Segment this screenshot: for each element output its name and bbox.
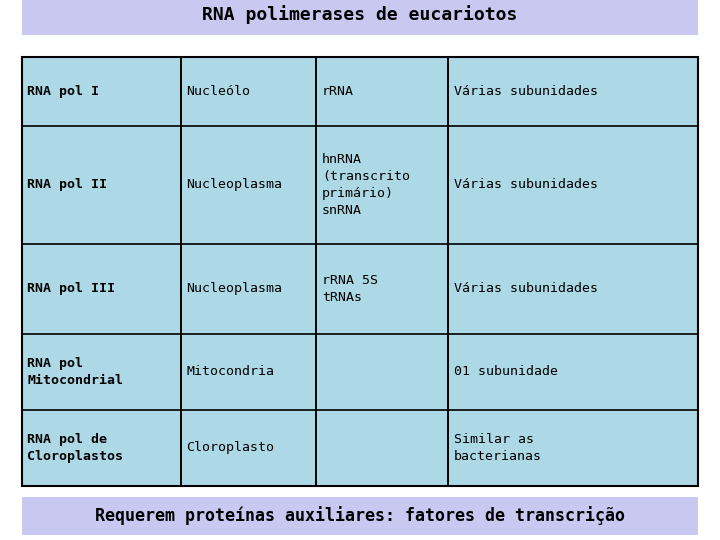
Text: Requerem proteínas auxiliares: fatores de transcrição: Requerem proteínas auxiliares: fatores d… xyxy=(95,506,625,525)
Text: RNA polimerases de eucariotos: RNA polimerases de eucariotos xyxy=(202,5,518,24)
Text: Mitocondria: Mitocondria xyxy=(186,365,274,378)
Text: 01 subunidade: 01 subunidade xyxy=(454,365,558,378)
Text: Várias subunidades: Várias subunidades xyxy=(454,178,598,191)
Text: Nucleólo: Nucleólo xyxy=(186,85,251,98)
Text: RNA pol I: RNA pol I xyxy=(27,85,99,98)
Text: Similar as
bacterianas: Similar as bacterianas xyxy=(454,433,541,463)
Text: RNA pol II: RNA pol II xyxy=(27,178,107,191)
Text: Nucleoplasma: Nucleoplasma xyxy=(186,282,282,295)
FancyBboxPatch shape xyxy=(22,57,698,486)
Text: Várias subunidades: Várias subunidades xyxy=(454,282,598,295)
FancyBboxPatch shape xyxy=(22,497,698,535)
Text: Nucleoplasma: Nucleoplasma xyxy=(186,178,282,191)
Text: RNA pol de
Cloroplastos: RNA pol de Cloroplastos xyxy=(27,433,123,463)
Text: RNA pol III: RNA pol III xyxy=(27,282,115,295)
Text: RNA pol
Mitocondrial: RNA pol Mitocondrial xyxy=(27,357,123,387)
FancyBboxPatch shape xyxy=(22,0,698,35)
Text: Várias subunidades: Várias subunidades xyxy=(454,85,598,98)
Text: rRNA: rRNA xyxy=(322,85,354,98)
Text: Cloroplasto: Cloroplasto xyxy=(186,441,274,455)
Text: hnRNA
(transcrito
primário)
snRNA: hnRNA (transcrito primário) snRNA xyxy=(322,153,410,217)
Text: rRNA 5S
tRNAs: rRNA 5S tRNAs xyxy=(322,274,378,303)
